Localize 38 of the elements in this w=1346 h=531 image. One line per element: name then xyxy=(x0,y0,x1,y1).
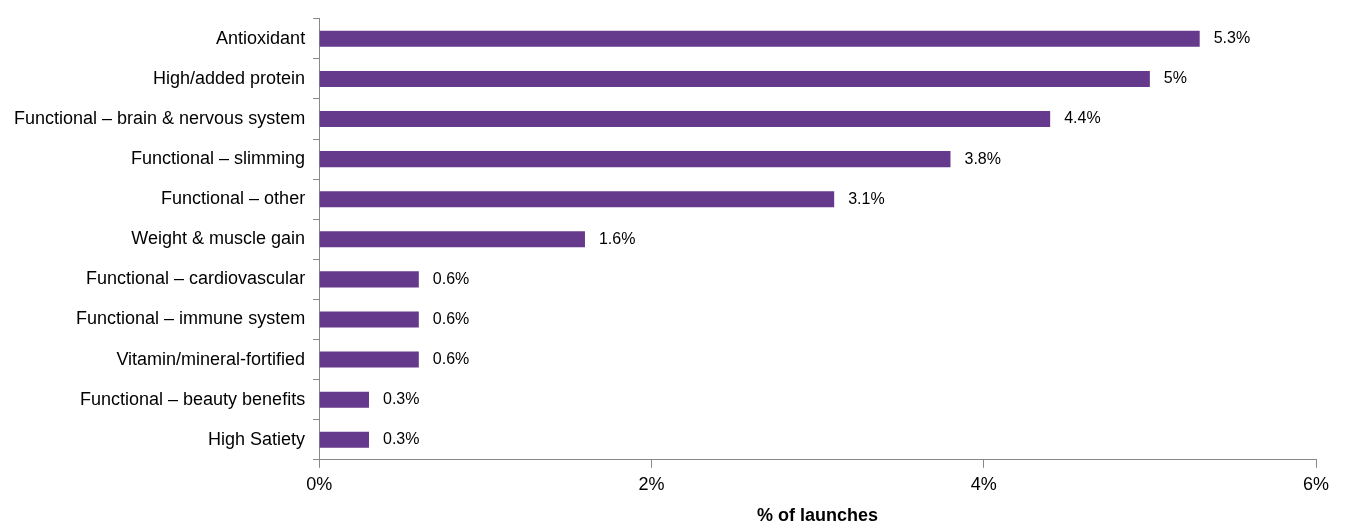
x-axis-title: % of launches xyxy=(757,505,879,526)
y-tick-label: Functional – immune system xyxy=(76,308,306,329)
data-label: 0.6% xyxy=(432,269,470,287)
data-label: 0.3% xyxy=(382,430,420,448)
y-tick-label: Functional – cardiovascular xyxy=(86,268,306,289)
x-tick-label: 0% xyxy=(306,473,333,494)
bar xyxy=(319,231,585,248)
bar xyxy=(319,111,1051,128)
bar xyxy=(319,151,951,168)
y-tick-label: High Satiety xyxy=(208,428,306,449)
y-tick-label: Functional – other xyxy=(161,188,306,209)
data-label: 4.4% xyxy=(1064,109,1101,127)
y-tick-label: Functional – slimming xyxy=(131,148,306,169)
x-tick-label: 2% xyxy=(638,473,665,494)
x-tick-label: 6% xyxy=(1302,473,1330,494)
data-label: 1.6% xyxy=(598,229,636,247)
y-tick-label: Vitamin/mineral-fortified xyxy=(116,348,306,369)
y-tick-label: Antioxidant xyxy=(216,27,306,48)
bar xyxy=(319,70,1150,87)
bar xyxy=(319,271,419,288)
bar xyxy=(319,311,419,328)
bar xyxy=(319,191,835,208)
y-tick-label: Weight & muscle gain xyxy=(131,228,306,249)
y-tick-label: High/added protein xyxy=(153,67,306,88)
y-tick-label: Functional – brain & nervous system xyxy=(14,108,306,128)
data-label: 0.6% xyxy=(432,309,470,327)
bar xyxy=(319,391,369,408)
data-label: 5.3% xyxy=(1213,29,1251,47)
data-label: 3.8% xyxy=(964,149,1001,167)
data-label: 0.3% xyxy=(382,390,420,408)
data-label: 0.6% xyxy=(432,349,470,367)
data-label: 3.1% xyxy=(848,189,885,207)
bar xyxy=(319,30,1200,47)
x-tick-label: 4% xyxy=(970,473,997,494)
y-tick-label: Functional – beauty benefits xyxy=(79,388,306,409)
bar xyxy=(319,351,419,368)
bar xyxy=(319,431,369,448)
data-label: 5% xyxy=(1163,69,1187,87)
